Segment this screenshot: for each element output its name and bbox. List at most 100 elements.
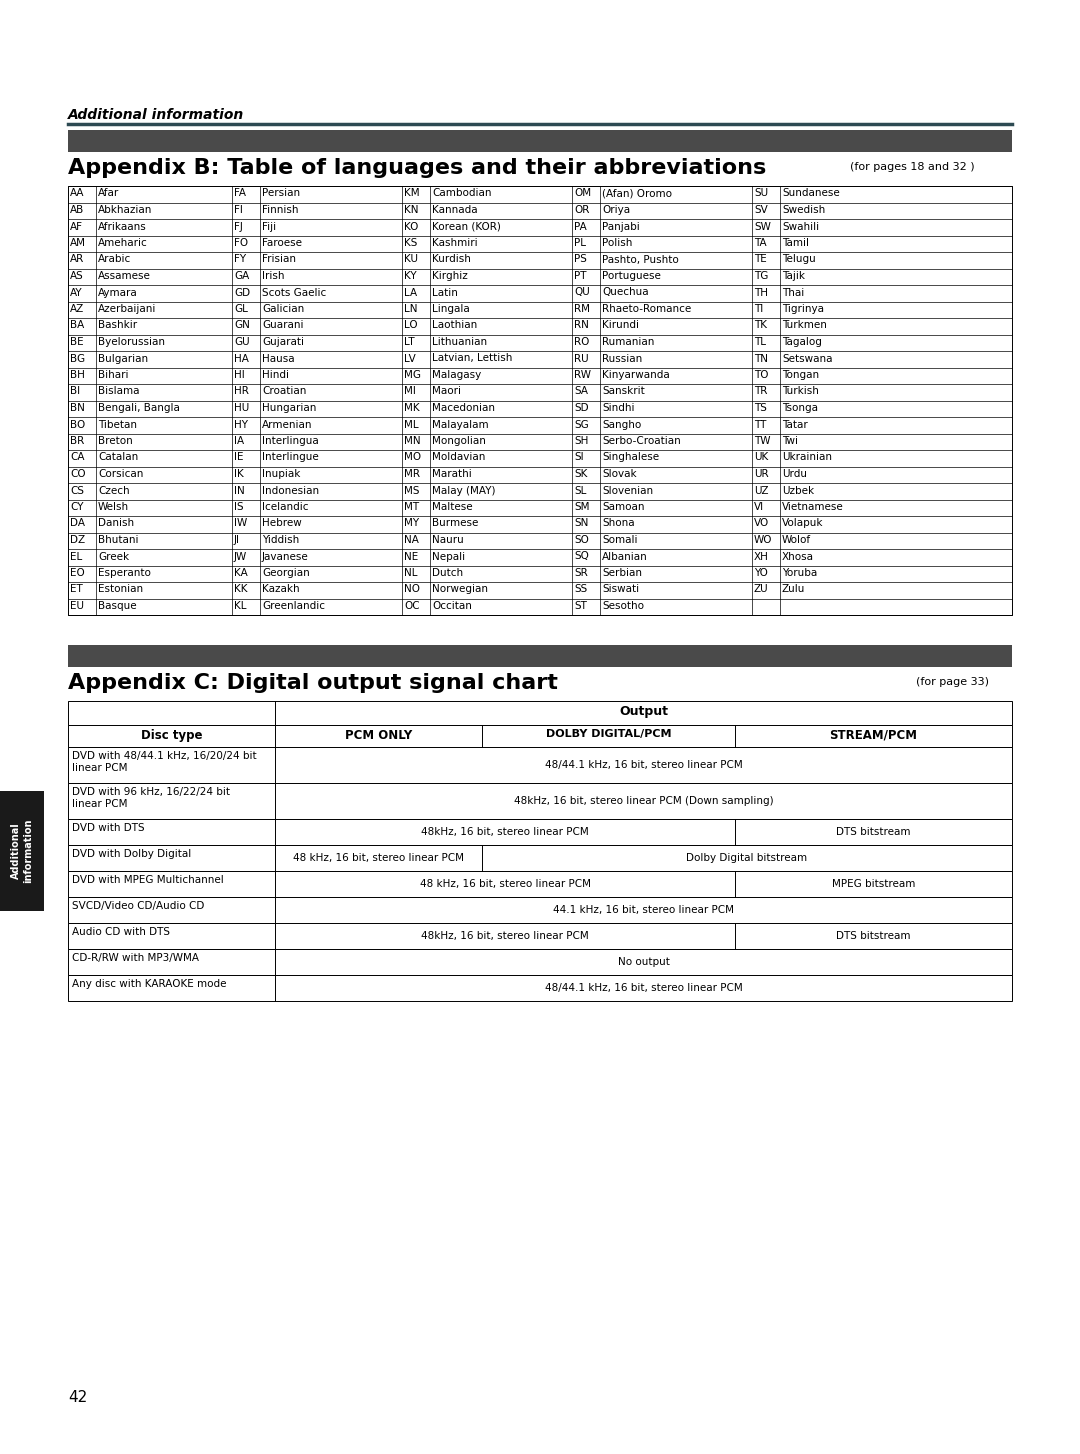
- Text: Kirghiz: Kirghiz: [432, 270, 468, 281]
- Text: Any disc with KARAOKE mode: Any disc with KARAOKE mode: [72, 979, 227, 989]
- Text: SG: SG: [573, 420, 589, 429]
- Text: TA: TA: [754, 238, 767, 249]
- Text: SS: SS: [573, 585, 588, 595]
- Text: Tigrinya: Tigrinya: [782, 304, 824, 314]
- Text: BI: BI: [70, 387, 80, 397]
- Text: RO: RO: [573, 337, 590, 348]
- Text: UR: UR: [754, 470, 769, 478]
- Text: Javanese: Javanese: [262, 551, 309, 561]
- Text: Greenlandic: Greenlandic: [262, 601, 325, 611]
- Text: Basque: Basque: [98, 601, 137, 611]
- Text: AA: AA: [70, 189, 84, 199]
- Text: Vietnamese: Vietnamese: [782, 502, 843, 512]
- Text: Interlingue: Interlingue: [262, 452, 319, 462]
- Text: Latin: Latin: [432, 288, 458, 298]
- Text: Moldavian: Moldavian: [432, 452, 485, 462]
- Text: Yoruba: Yoruba: [782, 569, 818, 579]
- Text: SQ: SQ: [573, 551, 589, 561]
- Text: Tagalog: Tagalog: [782, 337, 822, 348]
- Text: BH: BH: [70, 369, 85, 379]
- Text: Swedish: Swedish: [782, 205, 825, 215]
- Text: 42: 42: [68, 1390, 87, 1405]
- Text: Inupiak: Inupiak: [262, 470, 300, 478]
- Text: SR: SR: [573, 569, 588, 579]
- Text: Hindi: Hindi: [262, 369, 289, 379]
- Text: Sindhi: Sindhi: [602, 403, 635, 413]
- Text: Faroese: Faroese: [262, 238, 302, 249]
- Text: PCM ONLY: PCM ONLY: [345, 728, 413, 742]
- Bar: [68, 646, 1012, 667]
- Text: Nauru: Nauru: [432, 535, 463, 545]
- Text: Bulgarian: Bulgarian: [98, 353, 148, 364]
- Text: LV: LV: [404, 353, 416, 364]
- Text: KL: KL: [234, 601, 246, 611]
- Text: Telugu: Telugu: [782, 254, 815, 265]
- Text: Fiji: Fiji: [262, 221, 276, 231]
- Text: Interlingua: Interlingua: [262, 436, 319, 446]
- Text: BR: BR: [70, 436, 84, 446]
- Text: LO: LO: [404, 320, 418, 330]
- Text: MG: MG: [404, 369, 421, 379]
- Text: GD: GD: [234, 288, 251, 298]
- Text: Esperanto: Esperanto: [98, 569, 151, 579]
- Text: Assamese: Assamese: [98, 270, 151, 281]
- Text: Afrikaans: Afrikaans: [98, 221, 147, 231]
- Text: IE: IE: [234, 452, 243, 462]
- Text: EO: EO: [70, 569, 84, 579]
- Text: Kirundi: Kirundi: [602, 320, 639, 330]
- Text: BE: BE: [70, 337, 83, 348]
- Text: MR: MR: [404, 470, 420, 478]
- Text: 48kHz, 16 bit, stereo linear PCM (Down sampling): 48kHz, 16 bit, stereo linear PCM (Down s…: [514, 795, 773, 806]
- Text: ZU: ZU: [754, 585, 769, 595]
- Bar: [68, 701, 1012, 726]
- Text: Bihari: Bihari: [98, 369, 129, 379]
- Text: MY: MY: [404, 519, 419, 528]
- Text: FA: FA: [234, 189, 246, 199]
- Text: SU: SU: [754, 189, 768, 199]
- Text: ET: ET: [70, 585, 83, 595]
- Text: Burmese: Burmese: [432, 519, 478, 528]
- Text: TH: TH: [754, 288, 768, 298]
- Text: Greek: Greek: [98, 551, 130, 561]
- Text: KM: KM: [404, 189, 420, 199]
- Text: Byelorussian: Byelorussian: [98, 337, 165, 348]
- Text: BO: BO: [70, 420, 85, 429]
- Text: Kinyarwanda: Kinyarwanda: [602, 369, 670, 379]
- Text: DVD with 48/44.1 kHz, 16/20/24 bit
linear PCM: DVD with 48/44.1 kHz, 16/20/24 bit linea…: [72, 752, 257, 772]
- Text: MS: MS: [404, 486, 419, 496]
- Text: VI: VI: [754, 502, 765, 512]
- Text: Wolof: Wolof: [782, 535, 811, 545]
- Text: Serbian: Serbian: [602, 569, 642, 579]
- Text: Breton: Breton: [98, 436, 133, 446]
- Text: Armenian: Armenian: [262, 420, 312, 429]
- Text: SO: SO: [573, 535, 589, 545]
- Text: 48 kHz, 16 bit, stereo linear PCM: 48 kHz, 16 bit, stereo linear PCM: [293, 853, 464, 864]
- Text: TI: TI: [754, 304, 764, 314]
- Text: DA: DA: [70, 519, 85, 528]
- Text: No output: No output: [618, 957, 670, 967]
- Text: AZ: AZ: [70, 304, 84, 314]
- Text: Afar: Afar: [98, 189, 119, 199]
- Text: TE: TE: [754, 254, 767, 265]
- Text: Rhaeto-Romance: Rhaeto-Romance: [602, 304, 691, 314]
- Text: Kashmiri: Kashmiri: [432, 238, 477, 249]
- Text: Mongolian: Mongolian: [432, 436, 486, 446]
- Text: KU: KU: [404, 254, 418, 265]
- Text: LN: LN: [404, 304, 418, 314]
- Text: Kurdish: Kurdish: [432, 254, 471, 265]
- Text: Panjabi: Panjabi: [602, 221, 639, 231]
- Text: AR: AR: [70, 254, 84, 265]
- Bar: [68, 186, 1012, 615]
- Text: Singhalese: Singhalese: [602, 452, 659, 462]
- Text: Quechua: Quechua: [602, 288, 649, 298]
- Text: KN: KN: [404, 205, 419, 215]
- Text: FI: FI: [234, 205, 243, 215]
- Text: GU: GU: [234, 337, 249, 348]
- Text: AY: AY: [70, 288, 83, 298]
- Text: 48/44.1 kHz, 16 bit, stereo linear PCM: 48/44.1 kHz, 16 bit, stereo linear PCM: [544, 983, 742, 993]
- Text: Disc type: Disc type: [140, 728, 202, 742]
- Text: GL: GL: [234, 304, 248, 314]
- Text: HU: HU: [234, 403, 249, 413]
- Text: 44.1 kHz, 16 bit, stereo linear PCM: 44.1 kHz, 16 bit, stereo linear PCM: [553, 904, 734, 915]
- Text: Occitan: Occitan: [432, 601, 472, 611]
